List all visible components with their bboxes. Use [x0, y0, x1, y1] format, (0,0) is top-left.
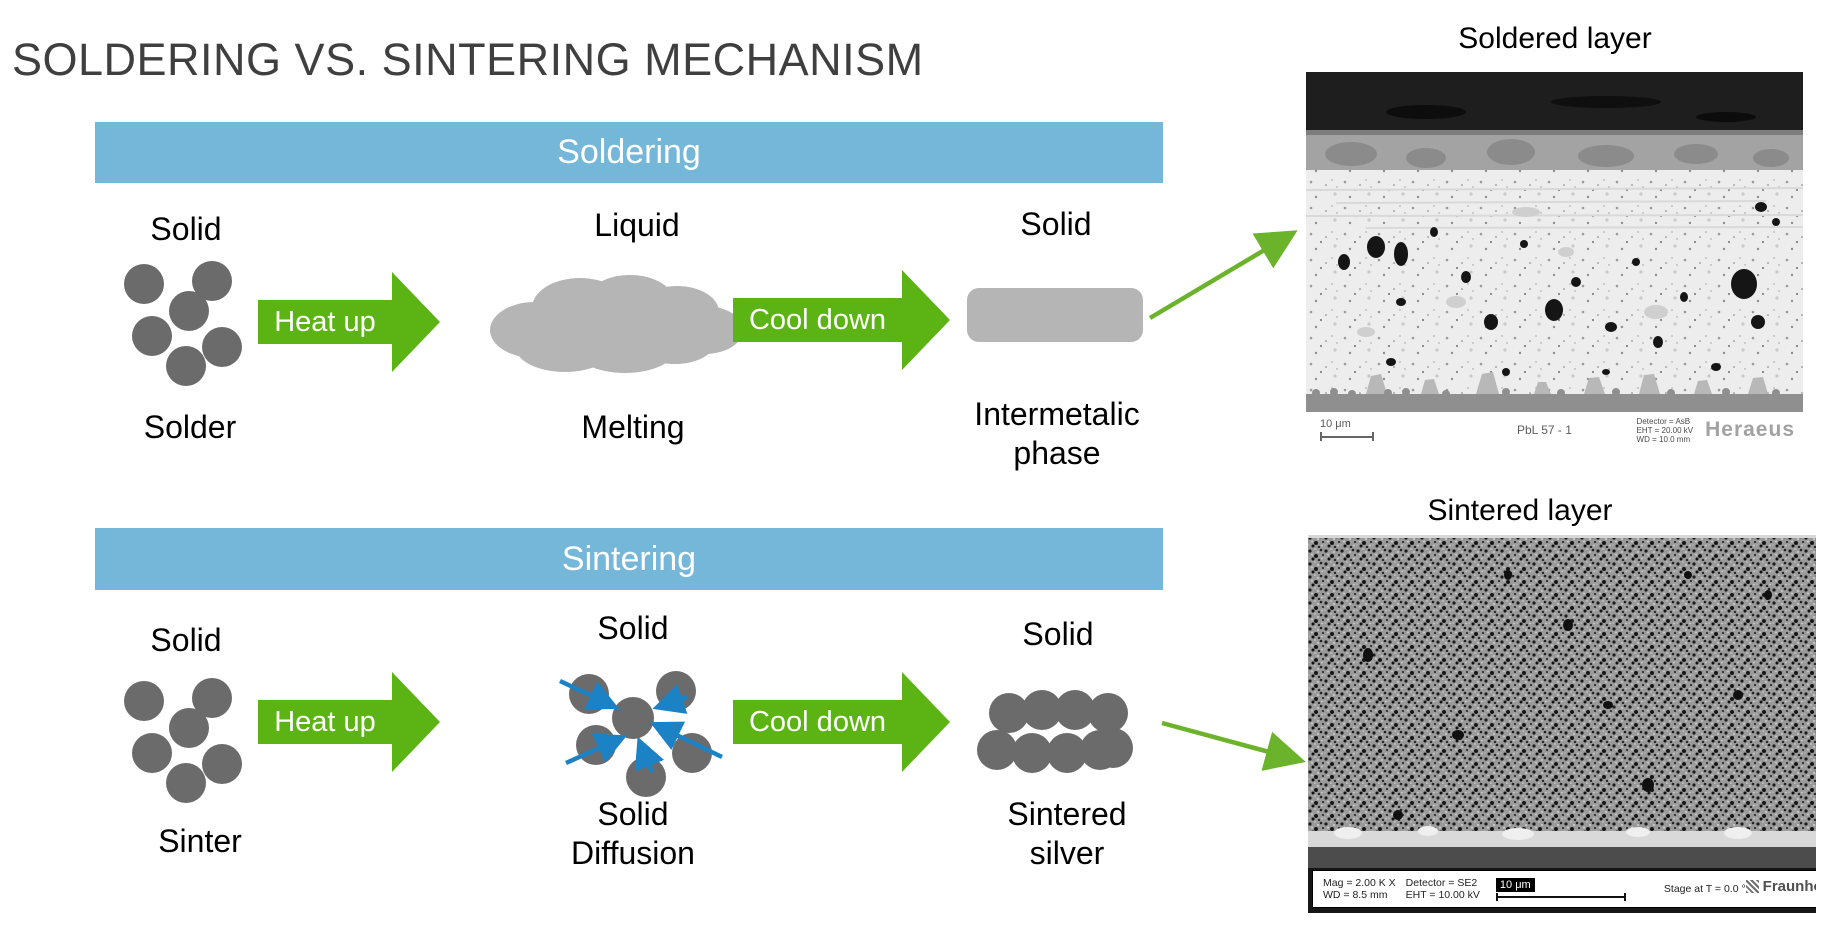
sintered-layer-title: Sintered layer: [1427, 494, 1613, 527]
heat-up-arrow-label: Heat up: [274, 305, 376, 338]
scalebar-icon: [1495, 892, 1626, 901]
sintered-detector-eht: Detector = SE2 EHT = 10.00 kV: [1405, 877, 1480, 901]
cool-down-arrow: Cool down: [733, 270, 950, 370]
sinter-label: Sinter: [158, 823, 242, 859]
sintered-scalebar: 10 μm: [1495, 877, 1626, 901]
soldered-pointer-arrow-icon: [1148, 230, 1298, 320]
sintered-silver-icon: [977, 690, 1133, 773]
intermetalic-phase-label: Intermetalic phase: [974, 396, 1140, 471]
soldered-sem-texture: [1306, 72, 1803, 412]
soldered-sample-id: PbL 57 - 1: [1517, 423, 1572, 437]
cool-down-arrow-2: Cool down: [733, 672, 950, 772]
heat-up-arrow-head: [392, 272, 440, 372]
soldered-sem-settings: Detector = AsB EHT = 20.00 kV WD = 10.0 …: [1636, 416, 1694, 444]
molten-solder-icon: [490, 275, 743, 373]
sintered-silver-label: Sintered silver: [1007, 796, 1127, 871]
cool-down-arrow-body: Cool down: [733, 298, 902, 342]
cool-down-arrow-2-label: Cool down: [748, 705, 887, 738]
heat-up-arrow-2-label: Heat up: [274, 705, 376, 738]
soldered-layer-title: Soldered layer: [1458, 22, 1652, 55]
heat-up-arrow: Heat up: [258, 272, 440, 372]
melting-label: Melting: [581, 409, 685, 445]
solder-label: Solder: [143, 409, 237, 445]
soldering-banner-label: Soldering: [557, 133, 701, 171]
soldering-banner: Soldering: [95, 122, 1163, 183]
scalebar-icon: [1320, 432, 1374, 441]
solid-diffusion-label: Solid Diffusion: [571, 796, 695, 871]
heraeus-logo: Heraeus: [1705, 418, 1795, 441]
fraunhofer-hatch-icon: [1745, 879, 1759, 893]
sintering-banner-label: Sintering: [561, 539, 697, 578]
cool-down-arrow-2-body: Cool down: [733, 700, 902, 744]
soldered-scale-label: 10 μm: [1320, 418, 1351, 430]
intermetalic-phase-icon: [967, 288, 1143, 342]
sinter-particles-icon: [124, 678, 242, 803]
sintering-solid-state-label: Solid: [150, 622, 222, 658]
heat-up-arrow-2-head: [392, 672, 440, 772]
heat-up-arrow-2: Heat up: [258, 672, 440, 772]
soldered-metadata-bar: 10 μm PbL 57 - 1 Detector = AsB EHT = 20…: [1306, 412, 1803, 448]
soldered-scalebar: 10 μm: [1320, 418, 1374, 441]
cool-down-arrow-label: Cool down: [748, 303, 887, 336]
soldering-liquid-state-label: Liquid: [594, 207, 680, 243]
solid-diffusion-icon: [559, 671, 723, 797]
sintered-micrograph: Mag = 2.00 K X WD = 8.5 mm Detector = SE…: [1308, 535, 1816, 913]
sintered-pointer-arrow-icon: [1161, 720, 1306, 771]
soldering-solid2-state-label: Solid: [1020, 206, 1092, 242]
sintering-solid3-state-label: Solid: [1022, 616, 1094, 652]
heat-up-arrow-2-body: Heat up: [258, 700, 392, 744]
sintered-metadata-bar: Mag = 2.00 K X WD = 8.5 mm Detector = SE…: [1312, 870, 1816, 908]
page-title: SOLDERING VS. SINTERING MECHANISM: [12, 34, 924, 85]
sintering-banner: Sintering: [95, 528, 1163, 590]
sintered-metadata-frame: Mag = 2.00 K X WD = 8.5 mm Detector = SE…: [1308, 868, 1816, 913]
heat-up-arrow-body: Heat up: [258, 300, 392, 344]
sintered-mag-wd: Mag = 2.00 K X WD = 8.5 mm: [1323, 877, 1396, 901]
cool-down-arrow-2-head: [902, 672, 950, 772]
fraunhofer-logo: Fraunhofer IZM: [1745, 878, 1816, 901]
solder-particles-icon: [124, 261, 242, 386]
sintered-sem-texture: [1308, 535, 1816, 868]
sintering-solid2-state-label: Solid: [597, 610, 669, 646]
sintered-scale-label: 10 μm: [1495, 877, 1535, 892]
sintered-stage-label: Stage at T = 0.0 °: [1663, 883, 1746, 895]
soldered-micrograph: 10 μm PbL 57 - 1 Detector = AsB EHT = 20…: [1306, 72, 1803, 448]
cool-down-arrow-head: [902, 270, 950, 370]
soldering-solid-state-label: Solid: [150, 211, 222, 247]
